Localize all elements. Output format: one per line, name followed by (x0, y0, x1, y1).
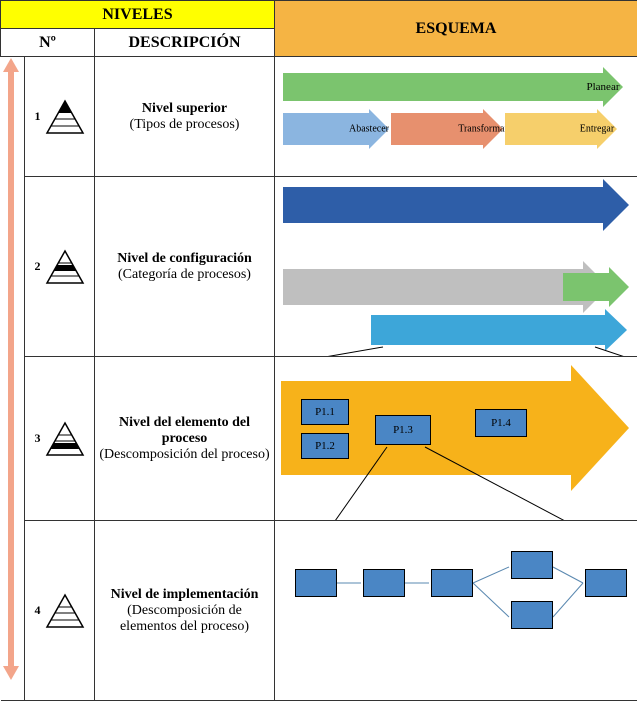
num-cell-1: 1 (25, 57, 95, 177)
level-sub: (Descomposición de elementos del proceso… (120, 603, 249, 634)
box-p12: P1.2 (301, 433, 349, 459)
header-niveles: NIVELES (1, 1, 275, 29)
pyramid-icon-2 (45, 249, 85, 285)
level-title: Nivel superior (142, 101, 227, 116)
level-sub: (Categoría de procesos) (118, 267, 251, 282)
desc-cell-2: Nivel de configuración (Categoría de pro… (95, 177, 275, 357)
schema-2 (275, 177, 637, 356)
desc-cell-4: Nivel de implementación (Descomposición … (95, 521, 275, 701)
schema-1: Planear Abastecer Transformar (275, 57, 637, 176)
pyramid-icon-3 (45, 421, 85, 457)
header-desc: DESCRIPCIÓN (95, 29, 275, 57)
flow-node (585, 569, 627, 597)
arrow-entregar-label: Entregar (551, 124, 637, 135)
schema-4 (275, 521, 637, 700)
desc-cell-3: Nivel del elemento del proceso (Descompo… (95, 357, 275, 521)
num-cell-4: 4 (25, 521, 95, 701)
level-title: Nivel de configuración (117, 251, 252, 266)
schema-3: P1.1 P1.2 P1.3 P1.4 (275, 357, 637, 520)
flowchart (275, 521, 637, 700)
level-number: 2 (35, 259, 41, 274)
level-sub: (Tipos de procesos) (130, 117, 240, 132)
header-num: Nº (1, 29, 95, 57)
header-esquema: ESQUEMA (275, 1, 637, 57)
flow-node (363, 569, 405, 597)
flow-node (295, 569, 337, 597)
num-cell-2: 2 (25, 177, 95, 357)
arrow-planear-label: Planear (443, 81, 637, 93)
box-p14: P1.4 (475, 409, 527, 437)
box-p13: P1.3 (375, 415, 431, 445)
pyramid-icon-4 (45, 593, 85, 629)
level-number: 3 (35, 431, 41, 446)
level-number: 4 (35, 603, 41, 618)
level-sub: (Descomposición del proceso) (99, 447, 269, 462)
desc-cell-1: Nivel superior (Tipos de procesos) (95, 57, 275, 177)
diagram-root: NIVELES ESQUEMA Nº DESCRIPCIÓN 1 (0, 0, 637, 700)
flow-node (431, 569, 473, 597)
level-number: 1 (35, 109, 41, 124)
vertical-span-arrow (6, 58, 16, 680)
num-cell-3: 3 (25, 357, 95, 521)
pyramid-icon-1 (45, 99, 85, 135)
flow-node (511, 551, 553, 579)
flow-node (511, 601, 553, 629)
box-p11: P1.1 (301, 399, 349, 425)
level-title: Nivel del elemento del proceso (119, 415, 250, 446)
level-title: Nivel de implementación (111, 587, 259, 602)
levels-table: NIVELES ESQUEMA Nº DESCRIPCIÓN 1 (0, 0, 637, 701)
